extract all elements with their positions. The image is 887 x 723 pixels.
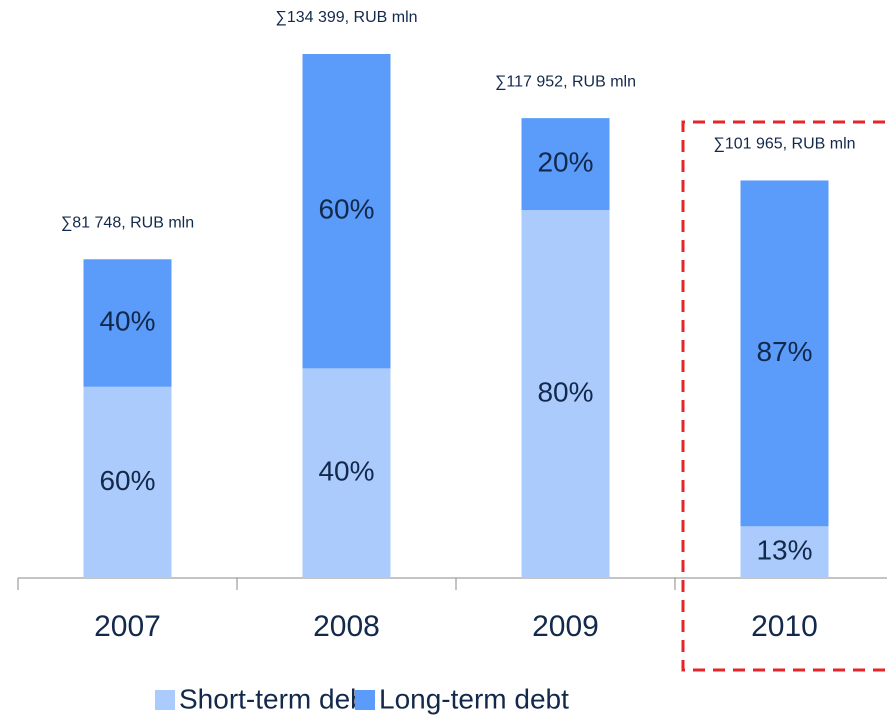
bar-segment <box>740 180 829 527</box>
bar-segment <box>83 386 172 578</box>
value-label: 80% <box>537 376 593 407</box>
legend-swatch <box>355 690 375 710</box>
bar-segment <box>521 118 610 211</box>
value-label: 60% <box>99 465 155 496</box>
value-label: 13% <box>756 535 812 566</box>
value-label: 40% <box>99 305 155 336</box>
total-label: ∑134 399, RUB mln <box>275 9 417 26</box>
total-label: ∑117 952, RUB mln <box>495 73 636 90</box>
bar-segment <box>302 368 391 578</box>
value-label: 87% <box>756 336 812 367</box>
x-tick-label: 2010 <box>751 610 818 643</box>
value-label: 40% <box>318 456 374 487</box>
x-tick-label: 2008 <box>313 610 380 643</box>
bar-segment <box>521 210 610 578</box>
bar-segment <box>83 259 172 387</box>
legend-swatch <box>155 690 175 710</box>
total-label: ∑101 965, RUB mln <box>713 136 855 153</box>
x-tick-label: 2009 <box>532 610 599 643</box>
total-label: ∑81 748, RUB mln <box>61 214 194 231</box>
x-tick-label: 2007 <box>94 610 161 643</box>
value-label: 20% <box>537 147 593 178</box>
highlight-box <box>681 120 885 672</box>
bar-segment <box>740 526 829 578</box>
legend-label: Long-term debt <box>379 683 569 714</box>
value-label: 60% <box>318 194 374 225</box>
legend-label: Short-term debt <box>179 683 374 714</box>
bar-segment <box>302 54 391 369</box>
